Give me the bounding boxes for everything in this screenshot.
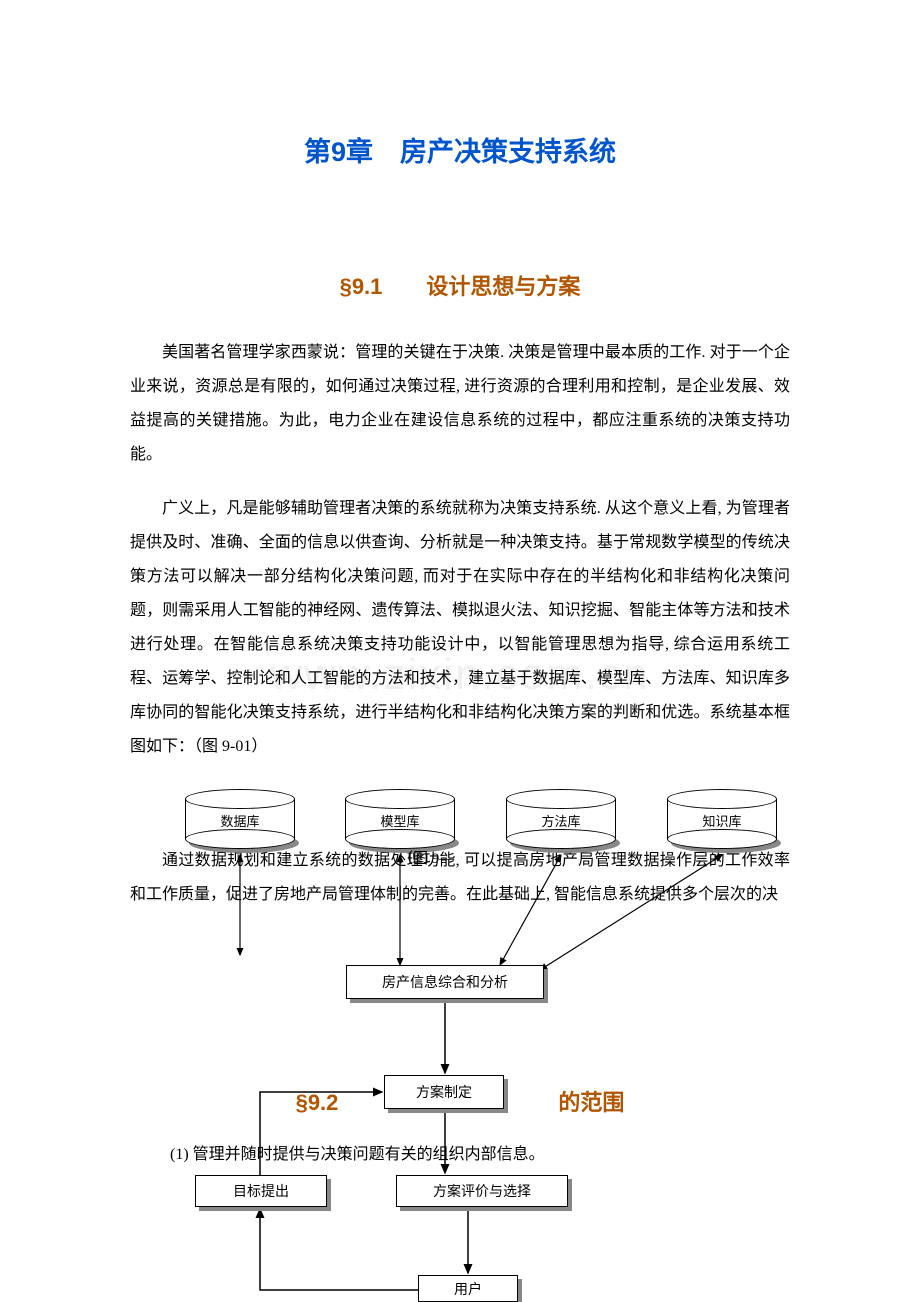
box-eval-label: 方案评价与选择 (433, 1181, 531, 1201)
box-analysis-shadow (350, 969, 548, 1003)
section-9-1-title: §9.1 设计思想与方案 (130, 269, 790, 301)
paragraph-2: 广义上，凡是能够辅助管理者决策的系统就称为决策支持系统. 从这个意义上看, 为管… (130, 492, 790, 764)
box-goal-shadow (199, 1179, 331, 1211)
page-container: 第9章 房产决策支持系统 §9.1 设计思想与方案 美国著名管理学家西蒙说：管理… (0, 0, 920, 912)
box-user-shadow (422, 1279, 522, 1302)
box-user-label: 用户 (454, 1279, 482, 1299)
paragraph-3: 通过数据规划和建立系统的数据处理功能, 可以提高房地产局管理数据操作层的工作效率… (130, 844, 790, 912)
box-user: 用户 (418, 1275, 518, 1302)
box-analysis: 房产信息综合和分析 (346, 965, 544, 999)
box-eval: 方案评价与选择 (396, 1175, 568, 1207)
paragraph-1: 美国著名管理学家西蒙说：管理的关键在于决策. 决策是管理中最本质的工作. 对于一… (130, 336, 790, 472)
section-9-2-title: §9.2 的范围 (0, 1085, 920, 1117)
box-goal-label: 目标提出 (233, 1181, 289, 1201)
list-item-1: (1) 管理并随时提供与决策问题有关的组织内部信息。 (170, 1140, 545, 1164)
box-goal: 目标提出 (195, 1175, 327, 1207)
box-analysis-label: 房产信息综合和分析 (382, 972, 508, 992)
box-eval-shadow (400, 1179, 572, 1211)
chapter-title: 第9章 房产决策支持系统 (130, 130, 790, 169)
